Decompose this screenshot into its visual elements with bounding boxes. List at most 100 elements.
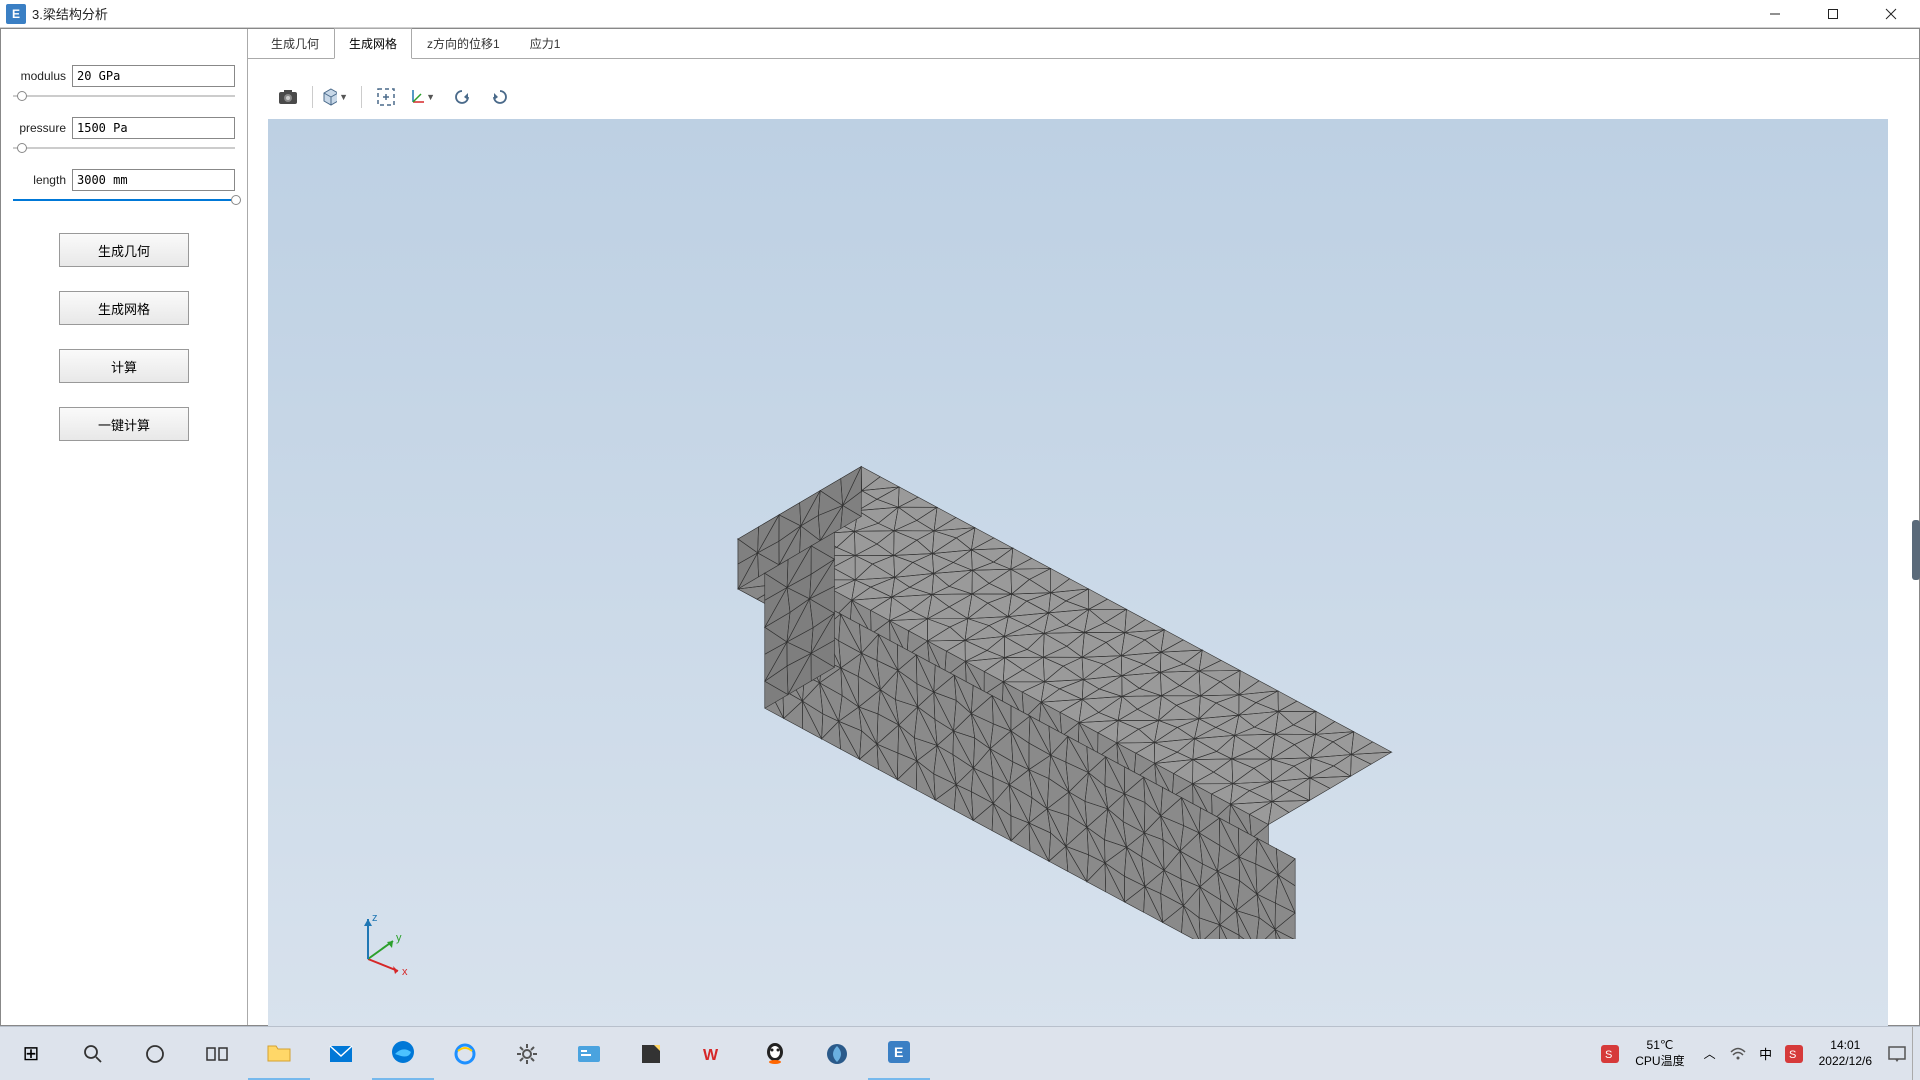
folder-icon [266,1041,292,1063]
chevron-down-icon: ▼ [426,92,435,102]
window-title: 3.梁结构分析 [32,4,1746,23]
content-area: 生成几何生成网格z方向的位移1应力1 ▼ ▼ [248,29,1919,1025]
sticky-icon [640,1043,662,1065]
action-button-一键计算[interactable]: 一键计算 [59,407,189,441]
tab-3[interactable]: 应力1 [515,28,576,59]
tray-ime[interactable]: S [1597,1027,1623,1080]
param-row-pressure: pressure [13,117,235,139]
qq-task[interactable] [744,1027,806,1080]
edge-task[interactable] [372,1027,434,1080]
ime-icon: S [1601,1045,1619,1063]
param-row-length: length [13,169,235,191]
tab-2[interactable]: z方向的位移1 [412,28,515,59]
titlebar: E 3.梁结构分析 [0,0,1920,28]
mail-icon [328,1044,354,1064]
edge-icon [391,1040,415,1064]
axes-icon [409,88,424,106]
cortana-icon [144,1043,166,1065]
search-button[interactable] [62,1027,124,1080]
windows-icon: ⊞ [23,1041,40,1066]
time-text: 14:01 [1819,1038,1872,1054]
tray-clock[interactable]: 14:01 2022/12/6 [1809,1038,1882,1069]
tray-chevron[interactable]: ︿ [1697,1027,1723,1080]
y-axis-label: y [396,932,402,944]
ie-icon [453,1042,477,1066]
browser2-task[interactable] [806,1027,868,1080]
rotate-ccw-button[interactable] [446,83,478,111]
view-cube-button[interactable]: ▼ [321,83,353,111]
lang-icon: 中 [1759,1044,1772,1063]
scroll-handle[interactable] [1912,520,1920,580]
search-icon [82,1043,104,1065]
x-axis-label: x [402,966,408,978]
tab-1[interactable]: 生成网格 [334,28,412,59]
gear-icon [515,1042,539,1066]
sticky-task[interactable] [620,1027,682,1080]
taskview-button[interactable] [186,1027,248,1080]
modulus-input[interactable] [72,65,235,87]
tabs: 生成几何生成网格z方向的位移1应力1 [248,29,1919,59]
length-input[interactable] [72,169,235,191]
wifi-icon [1729,1046,1747,1062]
control-icon [576,1044,602,1064]
ie-task[interactable] [434,1027,496,1080]
axes-button[interactable]: ▼ [408,83,440,111]
cortana-button[interactable] [124,1027,186,1080]
rotate-cw-button[interactable] [484,83,516,111]
pressure-slider[interactable] [13,145,235,151]
tray-notifications[interactable] [1884,1027,1910,1080]
control-task[interactable] [558,1027,620,1080]
taskbar: ⊞ W E S 51℃ CPU温度 ︿ 中 S 14:01 2022/12/6 [0,1026,1920,1080]
viewer-toolbar: ▼ ▼ [268,79,1919,115]
3d-viewport[interactable]: x y z [268,119,1888,1039]
svg-text:S: S [1605,1049,1612,1061]
wps-icon: W [701,1044,725,1064]
rotate-cw-icon [490,88,510,106]
taskview-icon [206,1045,228,1063]
mesh-model [698,319,1458,939]
main-area: moduluspressurelength 生成几何生成网格计算一键计算 生成几… [0,28,1920,1026]
rotate-ccw-icon [452,88,472,106]
action-button-生成网格[interactable]: 生成网格 [59,291,189,325]
tray-lang[interactable]: 中 [1753,1027,1779,1080]
action-button-生成几何[interactable]: 生成几何 [59,233,189,267]
pressure-input[interactable] [72,117,235,139]
start-button[interactable]: ⊞ [0,1027,62,1080]
maximize-button[interactable] [1804,0,1862,28]
mail-task[interactable] [310,1027,372,1080]
close-button[interactable] [1862,0,1920,28]
fit-view-button[interactable] [370,83,402,111]
temp-label: CPU温度 [1635,1054,1684,1070]
screenshot-button[interactable] [272,83,304,111]
cube-icon [322,88,337,106]
chevron-down-icon: ▼ [339,92,348,102]
tray-s[interactable]: S [1781,1027,1807,1080]
svg-text:E: E [894,1044,903,1060]
settings-task[interactable] [496,1027,558,1080]
tab-0[interactable]: 生成几何 [256,28,334,59]
modulus-slider[interactable] [13,93,235,99]
swirl-icon [825,1042,849,1066]
minimize-button[interactable] [1746,0,1804,28]
wps-task[interactable]: W [682,1027,744,1080]
param-label: modulus [13,69,66,83]
current-app-task[interactable]: E [868,1027,930,1080]
app-icon: E [888,1041,910,1063]
s-icon: S [1785,1045,1803,1063]
param-label: length [13,173,66,187]
close-icon [1885,8,1897,20]
sidebar: modulus pressure length 生成几何生成网格计算一键计算 [1,29,248,1025]
date-text: 2022/12/6 [1819,1054,1872,1070]
length-slider[interactable] [13,197,235,203]
viewer-wrap: ▼ ▼ [248,59,1919,1039]
tray-temp[interactable]: 51℃ CPU温度 [1625,1038,1694,1069]
fit-icon [377,88,395,106]
tray-wifi[interactable] [1725,1027,1751,1080]
action-button-计算[interactable]: 计算 [59,349,189,383]
explorer-task[interactable] [248,1027,310,1080]
chevron-up-icon: ︿ [1704,1045,1716,1062]
app-icon: E [6,4,26,24]
notification-icon [1887,1045,1907,1063]
svg-text:S: S [1789,1049,1796,1061]
show-desktop[interactable] [1912,1027,1920,1080]
